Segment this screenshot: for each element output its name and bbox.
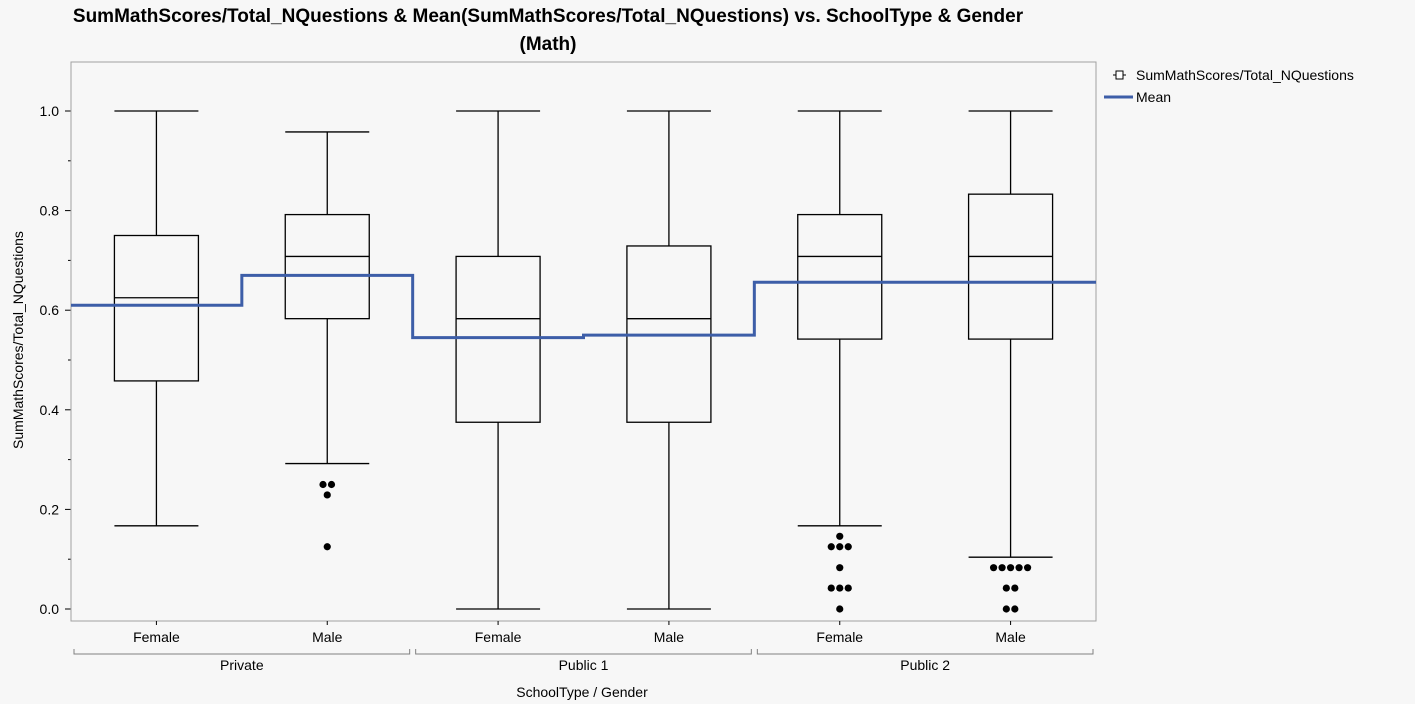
box-public-1-female <box>455 110 541 610</box>
x-tick-label: Female <box>816 629 863 645</box>
outlier-point <box>836 564 844 572</box>
outlier-point <box>827 543 835 551</box>
y-tick-label: 0.4 <box>40 402 60 418</box>
group-bracket <box>756 649 1094 655</box>
legend-label-mean: Mean <box>1136 89 1171 105</box>
outlier-point <box>1023 564 1032 572</box>
y-axis-label: SumMathScores/Total_NQuestions <box>10 231 26 449</box>
iqr-box <box>455 255 541 423</box>
plot-area <box>70 61 1097 622</box>
outlier-point <box>827 584 835 592</box>
outlier-point <box>836 543 844 551</box>
outlier-point <box>1015 564 1023 572</box>
iqr-box <box>284 213 370 320</box>
box-private-male <box>284 131 370 551</box>
plot-marks <box>71 110 1096 613</box>
outlier-point <box>1002 605 1010 613</box>
y-tick-label: 0.6 <box>40 302 60 318</box>
group-bracket <box>415 649 752 655</box>
legend-box-icon <box>1113 70 1126 80</box>
outlier-point <box>998 564 1006 572</box>
outlier-point <box>1011 584 1019 592</box>
box-public-2-male <box>967 110 1054 613</box>
x-axis: Female Male Female Male Female Male Private Pub… <box>73 621 1094 673</box>
outlier-point <box>319 480 327 489</box>
group-bracket <box>73 649 411 655</box>
box-public-2-female <box>797 110 883 613</box>
chart-title-line1: SumMathScores/Total_NQuestions & Mean(Su… <box>73 6 1024 27</box>
outlier-point <box>836 532 844 540</box>
group-label: Public 1 <box>559 657 609 673</box>
outlier-point <box>1002 584 1010 592</box>
outlier-point <box>323 543 331 551</box>
y-axis: 0.0 0.2 0.4 0.6 0.8 1.0 <box>40 103 71 617</box>
group-label: Private <box>220 657 264 673</box>
box-private-female <box>113 110 200 527</box>
x-tick-label: Female <box>475 629 522 645</box>
mean-line <box>71 273 1096 340</box>
outlier-point <box>1011 605 1019 613</box>
iqr-box <box>967 193 1054 340</box>
outlier-point <box>327 480 336 489</box>
outlier-point <box>323 491 331 499</box>
group-label: Public 2 <box>900 657 950 673</box>
y-tick-label: 0.2 <box>40 501 60 517</box>
outlier-point <box>844 543 852 551</box>
iqr-box <box>113 234 200 382</box>
legend-label-box: SumMathScores/Total_NQuestions <box>1136 67 1354 83</box>
outlier-point <box>836 605 844 613</box>
x-tick-label: Male <box>654 629 685 645</box>
box-public-1-male <box>626 110 712 610</box>
x-tick-label: Male <box>995 629 1026 645</box>
y-tick-label: 0.0 <box>40 601 60 617</box>
iqr-box <box>797 213 883 340</box>
outlier-point <box>844 584 852 592</box>
x-tick-label: Female <box>133 629 180 645</box>
y-tick-label: 1.0 <box>40 103 60 119</box>
outlier-point <box>1006 564 1015 572</box>
outlier-point <box>989 564 998 572</box>
chart-title-line2: (Math) <box>520 34 577 55</box>
y-tick-label: 0.8 <box>40 203 60 219</box>
outlier-point <box>836 584 844 592</box>
x-axis-label: SchoolType / Gender <box>516 684 648 700</box>
x-tick-label: Male <box>312 629 343 645</box>
legend: SumMathScores/Total_NQuestions Mean <box>1104 67 1354 105</box>
